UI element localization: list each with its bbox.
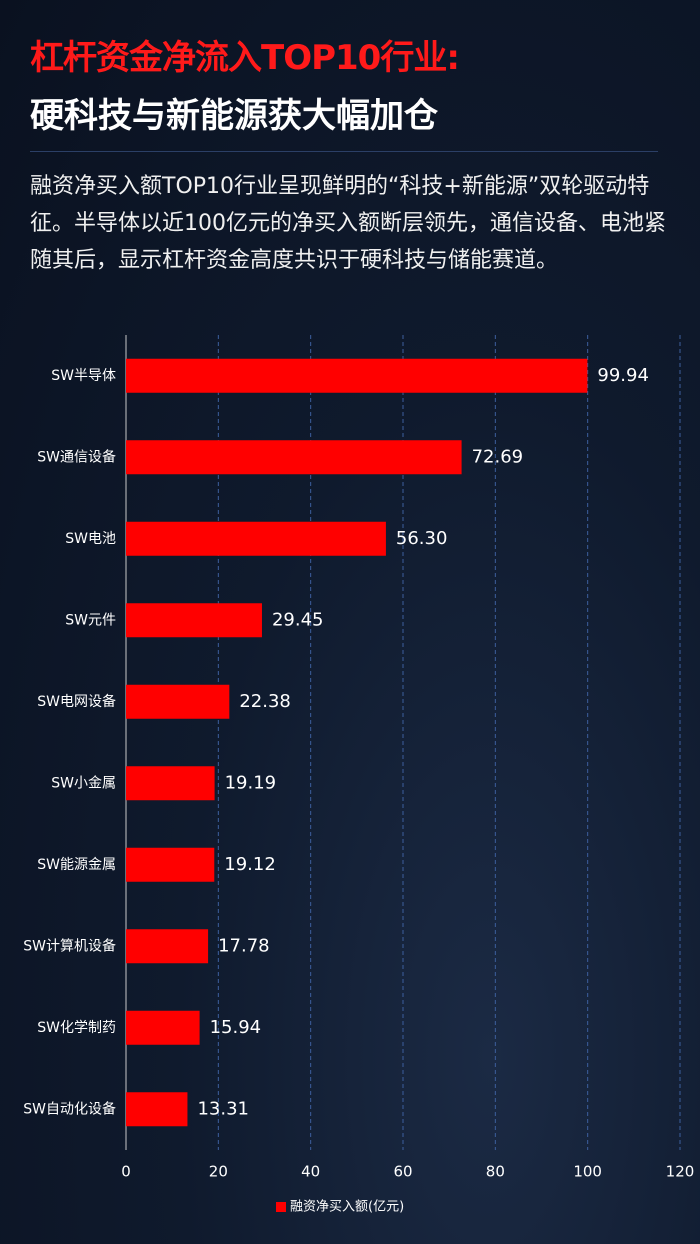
y-tick-label: SW电池: [65, 531, 116, 547]
bar: [126, 521, 386, 556]
subtitle: 硬科技与新能源获大幅加仓: [30, 96, 438, 136]
x-tick-label: 40: [301, 1163, 320, 1181]
value-label: 17.78: [218, 935, 270, 956]
bar: [126, 929, 209, 964]
bar: [126, 766, 215, 801]
value-label: 19.12: [224, 854, 276, 875]
y-tick-label: SW半导体: [51, 368, 116, 384]
legend-swatch: [276, 1202, 286, 1212]
bar: [126, 1010, 200, 1045]
value-label: 56.30: [396, 528, 448, 549]
y-tick-label: SW计算机设备: [23, 937, 116, 954]
bar: [126, 1092, 188, 1127]
value-label: 29.45: [272, 609, 324, 630]
x-tick-label: 120: [666, 1163, 695, 1181]
separator: [30, 151, 658, 152]
x-tick-label: 100: [573, 1163, 602, 1181]
y-tick-label: SW化学制药: [37, 1020, 116, 1036]
bar: [126, 440, 462, 475]
y-tick-label: SW自动化设备: [23, 1100, 116, 1117]
bar: [126, 847, 215, 882]
bar: [126, 684, 230, 719]
y-tick-label: SW元件: [65, 612, 116, 628]
y-tick-label: SW通信设备: [37, 448, 116, 465]
description: 融资净买入额TOP10行业呈现鲜明的“科技+新能源”双轮驱动特征。半导体以近10…: [30, 174, 666, 273]
value-label: 99.94: [597, 365, 649, 386]
x-tick-label: 80: [486, 1163, 505, 1181]
bar: [126, 603, 262, 638]
value-label: 13.31: [197, 1098, 249, 1119]
y-tick-label: SW小金属: [51, 775, 116, 791]
value-label: 22.38: [239, 691, 291, 712]
value-label: 15.94: [210, 1017, 262, 1038]
bar: [126, 358, 588, 393]
x-tick-label: 20: [209, 1163, 228, 1181]
y-tick-label: SW电网设备: [37, 693, 116, 710]
legend-label: 融资净买入额(亿元): [290, 1200, 404, 1215]
x-tick-label: 0: [121, 1163, 131, 1181]
value-label: 72.69: [472, 446, 524, 467]
title: 杠杆资金净流入TOP10行业:: [30, 38, 460, 78]
y-tick-label: SW能源金属: [37, 857, 116, 873]
value-label: 19.19: [225, 772, 277, 793]
x-tick-label: 60: [393, 1163, 412, 1181]
